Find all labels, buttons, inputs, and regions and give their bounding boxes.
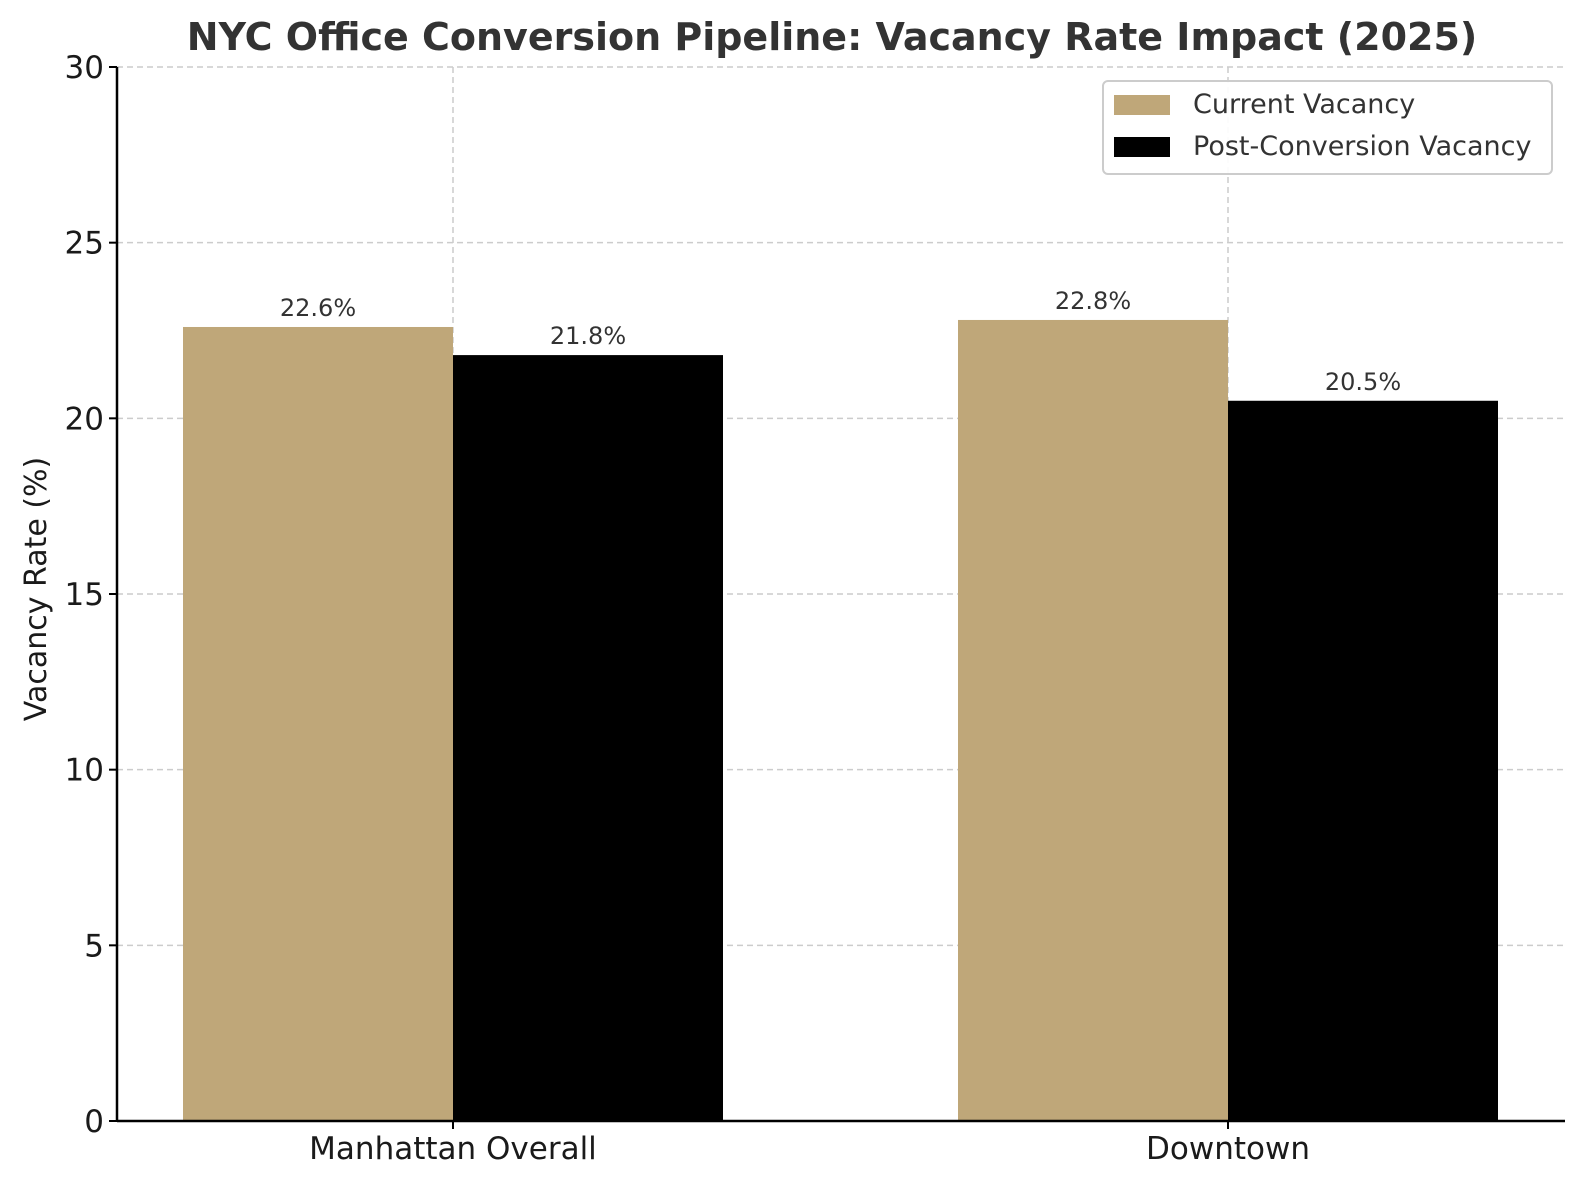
bar-post-conversion-vacancy-manhattan-overall <box>453 355 723 1121</box>
data-label-post-conversion-vacancy-downtown: 20.5% <box>1325 368 1401 396</box>
legend-frame <box>1102 80 1553 175</box>
y-tick-label: 25 <box>65 226 104 262</box>
legend-label-current-vacancy: Current Vacancy <box>1193 89 1415 120</box>
data-label-post-conversion-vacancy-manhattan-overall: 21.8% <box>550 322 626 350</box>
x-tick-label: Manhattan Overall <box>309 1131 597 1167</box>
y-tick-label: 15 <box>65 577 104 613</box>
bar-post-conversion-vacancy-downtown <box>1228 400 1498 1121</box>
ticks-layer: 0 5 10 15 20 25 30 Manhattan Overall Downtown <box>65 50 1310 1167</box>
chart-title: NYC Office Conversion Pipeline: Vacancy … <box>187 15 1478 59</box>
bar-current-vacancy-downtown <box>958 319 1228 1122</box>
legend-swatch-post-conversion-vacancy <box>1114 137 1170 157</box>
y-tick-label: 20 <box>65 401 104 437</box>
data-label-current-vacancy-downtown: 22.8% <box>1055 287 1131 315</box>
y-axis-label: Vacancy Rate (%) <box>19 457 54 722</box>
bars-layer <box>183 319 1498 1122</box>
data-labels-layer: 22.6% 21.8% 22.8% 20.5% <box>280 287 1401 396</box>
y-tick-label: 5 <box>84 928 104 964</box>
y-tick-label: 10 <box>65 753 104 789</box>
data-label-current-vacancy-manhattan-overall: 22.6% <box>280 294 356 322</box>
x-tick-label: Downtown <box>1146 1131 1310 1167</box>
legend-label-post-conversion-vacancy: Post-Conversion Vacancy <box>1193 131 1531 162</box>
legend-swatch-current-vacancy <box>1114 95 1170 115</box>
y-tick-label: 0 <box>84 1104 104 1140</box>
y-tick-label: 30 <box>65 50 104 86</box>
bar-current-vacancy-manhattan-overall <box>183 326 453 1121</box>
legend: Current Vacancy Post-Conversion Vacancy <box>1102 80 1553 175</box>
